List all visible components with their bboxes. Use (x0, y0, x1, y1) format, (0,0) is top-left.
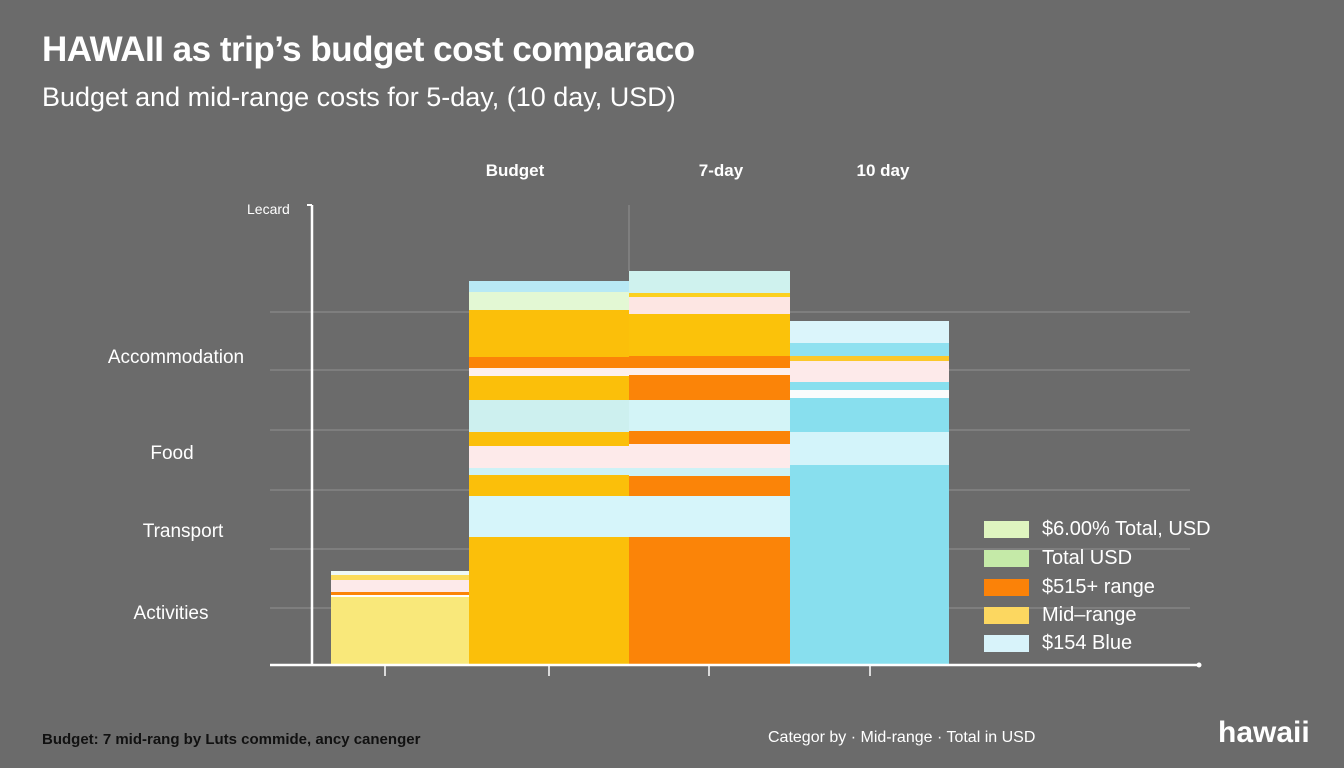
bar-segment (629, 368, 790, 375)
bar-segment (331, 595, 469, 597)
bar-segment (790, 321, 949, 343)
bar-segment (469, 446, 629, 468)
bar-segment (469, 468, 629, 475)
bar-segment (469, 281, 629, 292)
bar-segment (629, 400, 790, 431)
bar-segment (469, 432, 629, 446)
bar-segment (629, 537, 790, 665)
bar-segment (331, 597, 469, 665)
bar-segment (331, 571, 469, 575)
bar-segment (469, 496, 629, 537)
bar-segment (629, 431, 790, 444)
bar-segment (331, 580, 469, 592)
legend-item: Mid–range (984, 603, 1137, 626)
x-axis-end (1196, 662, 1202, 668)
bar-segment (790, 343, 949, 356)
legend-swatch (984, 578, 1029, 596)
bar-segment (629, 476, 790, 496)
bar-segment (790, 356, 949, 361)
legend-item: $154 Blue (984, 631, 1133, 654)
bar-1 (469, 281, 629, 665)
y-label-transport: Transport (142, 521, 224, 542)
legend-swatch (984, 520, 1029, 538)
bar-segment (469, 537, 629, 665)
bar-segment (790, 390, 949, 398)
legend-item: Total USD (984, 546, 1133, 569)
legend-label: $154 Blue (1042, 631, 1133, 654)
legend-swatch (984, 549, 1029, 567)
legend-swatch (984, 606, 1029, 624)
bar-3 (790, 321, 949, 665)
chart-title: HAWAII as trip’s budget cost comparaco (42, 30, 695, 69)
legend-item: $6.00% Total, USD (984, 517, 1211, 540)
bar-segment (629, 297, 790, 314)
legend-label: $6.00% Total, USD (1042, 517, 1211, 540)
bar-segment (629, 375, 790, 400)
bar-segment (629, 496, 790, 537)
legend-label: Total USD (1042, 546, 1133, 569)
brand-logo: hawaii (1218, 716, 1310, 749)
legend-label: Mid–range (1042, 603, 1137, 626)
column-label-budget: Budget (485, 161, 545, 180)
bar-segment (469, 376, 629, 400)
y-label-food: Food (150, 443, 194, 464)
y-label-accommodation: Accommodation (107, 347, 245, 368)
bar-segment (629, 468, 790, 476)
bar-segment (629, 314, 790, 356)
legend-swatch (984, 634, 1029, 652)
bar-segment (469, 400, 629, 432)
footer-note: Budget: 7 mid-rang by Luts commide, ancy… (42, 731, 421, 748)
bar-segment (331, 592, 469, 595)
bar-segment (790, 432, 949, 465)
y-axis-tag: Lecard (247, 201, 290, 217)
bar-segment (790, 382, 949, 390)
y-label-activities: Activities (133, 603, 209, 624)
bar-segment (629, 356, 790, 368)
footer-caption: Categor by · Mid-range · Total in USD (768, 729, 1036, 746)
legend-label: $515+ range (1042, 575, 1155, 598)
bar-segment (469, 357, 629, 368)
bar-segment (629, 293, 790, 297)
bar-segment (790, 398, 949, 432)
bar-segment (629, 271, 790, 293)
bar-0 (331, 571, 469, 665)
column-label-10-day: 10 day (856, 161, 910, 180)
bar-segment (331, 575, 469, 580)
bar-2 (629, 271, 790, 665)
bar-segment (469, 475, 629, 496)
chart-subtitle: Budget and mid-range costs for 5-day, (1… (42, 82, 676, 112)
bar-segment (469, 368, 629, 376)
bar-segment (790, 465, 949, 665)
bar-segment (469, 292, 629, 310)
bar-segment (469, 310, 629, 357)
bar-segment (629, 444, 790, 468)
column-label-7-day: 7-day (698, 161, 744, 180)
bar-segment (790, 361, 949, 382)
legend-item: $515+ range (984, 575, 1155, 598)
